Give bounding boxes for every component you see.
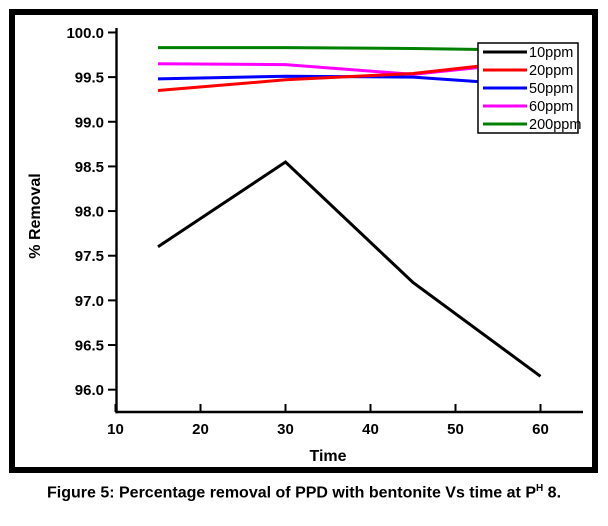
- x-axis-title: Time: [309, 448, 346, 465]
- series-line-10ppm: [157, 160, 542, 378]
- y-tick-label: 99.5: [75, 70, 104, 87]
- x-tick-label: 30: [277, 421, 294, 438]
- legend-label-20ppm: 20ppm: [529, 63, 573, 79]
- x-tick-label: 40: [362, 421, 379, 438]
- x-tick-label: 50: [447, 421, 464, 438]
- y-tick-label: 98.5: [75, 159, 104, 176]
- caption-text: Figure 5: Percentage removal of PPD with…: [46, 484, 536, 502]
- chart-canvas: 96.0 96.5 97.0 97.5 98.0 98.5 99.0 99.5 100.0 10 2…: [9, 9, 598, 473]
- legend-label-50ppm: 50ppm: [529, 81, 573, 97]
- y-axis-title: % Removal: [27, 173, 44, 258]
- legend-label-10ppm: 10ppm: [529, 45, 573, 61]
- y-tick-label: 96.5: [75, 338, 104, 355]
- series-line-20ppm: [157, 57, 541, 92]
- x-tick-label: 20: [192, 421, 209, 438]
- y-tick-label: 100.0: [66, 25, 104, 42]
- y-tick-label: 97.5: [75, 248, 104, 265]
- y-tick-label: 97.0: [75, 293, 104, 310]
- caption-suffix: 8.: [543, 484, 562, 502]
- x-tick-label: 60: [532, 421, 549, 438]
- x-tick-label: 10: [107, 421, 124, 438]
- y-tick-label: 99.0: [75, 114, 104, 131]
- legend-label-200ppm: 200ppm: [529, 117, 581, 133]
- caption-superscript: H: [535, 483, 544, 494]
- figure-frame: [9, 9, 598, 473]
- legend-label-60ppm: 60ppm: [529, 99, 573, 115]
- y-tick-label: 96.0: [75, 382, 104, 399]
- figure-caption: Figure 5: Percentage removal of PPD with…: [0, 483, 608, 502]
- series-line-200ppm: [158, 46, 541, 52]
- y-tick-label: 98.0: [75, 204, 104, 221]
